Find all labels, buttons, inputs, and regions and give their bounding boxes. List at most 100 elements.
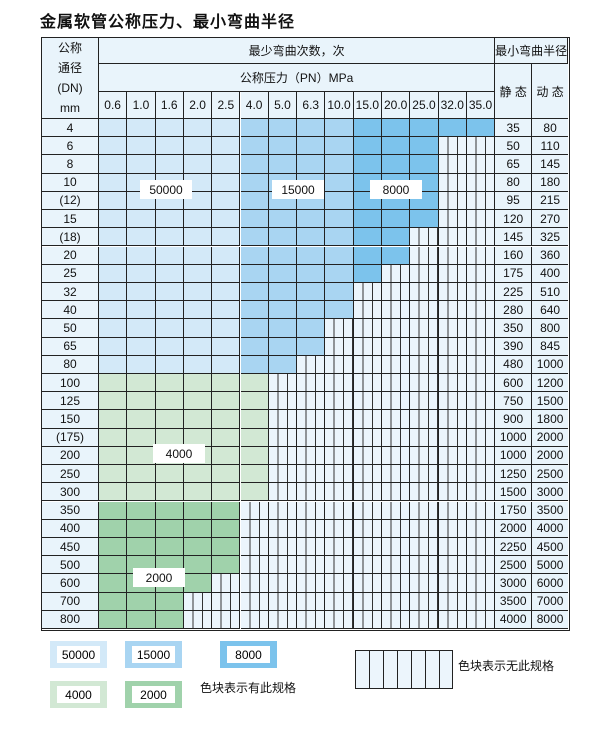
dn-cell: (18): [42, 228, 99, 247]
pressure-column-header: 20.0: [382, 92, 411, 119]
legend-no-spec-text: 色块表示无此规格: [458, 659, 555, 673]
no-spec-cell: [268, 592, 298, 611]
no-spec-cell: [438, 592, 467, 611]
no-spec-cell: [240, 556, 269, 575]
dn-cell: 400: [42, 519, 99, 538]
pressure-column-header: 25.0: [410, 92, 439, 119]
dynamic-radius-cell: 7000: [532, 592, 568, 611]
no-spec-cell: [382, 519, 411, 538]
spec-cell-2000: [155, 592, 184, 611]
spec-cell-4000: [212, 374, 241, 393]
no-spec-cell: [382, 556, 411, 575]
no-spec-cell: [325, 501, 354, 520]
no-spec-cell: [325, 337, 354, 356]
no-spec-cell: [466, 173, 496, 192]
spec-cell-8000: [410, 137, 439, 156]
dynamic-radius-cell: 2000: [532, 428, 568, 447]
static-radius-cell: 1000: [495, 428, 533, 447]
spec-cell-2000: [212, 519, 241, 538]
dynamic-radius-cell: 6000: [532, 574, 568, 593]
spec-cell-4000: [99, 374, 128, 393]
static-radius-cell: 50: [495, 137, 533, 156]
spec-cell-15000: [325, 119, 354, 138]
spec-cell-2000: [99, 592, 128, 611]
dn-cell: 65: [42, 337, 99, 356]
no-spec-cell: [410, 246, 439, 265]
no-spec-cell: [353, 428, 382, 447]
spec-cell-2000: [183, 537, 213, 557]
no-spec-cell: [466, 319, 496, 338]
spec-cell-50000: [212, 228, 241, 247]
no-spec-cell: [240, 501, 269, 520]
no-spec-cell: [410, 228, 439, 247]
spec-cell-8000: [382, 137, 411, 156]
no-spec-cell: [438, 519, 467, 538]
spec-cell-8000: [353, 264, 382, 283]
no-spec-cell: [325, 428, 354, 447]
no-spec-cell: [297, 501, 326, 520]
no-spec-cell: [438, 392, 467, 411]
no-spec-cell: [297, 574, 326, 593]
spec-cell-4000: [99, 392, 128, 411]
no-spec-cell: [268, 537, 298, 557]
no-spec-cell: [438, 228, 467, 247]
spec-cell-15000: [297, 264, 326, 283]
no-spec-cell: [410, 556, 439, 575]
spec-cell-8000: [410, 155, 439, 174]
no-spec-cell: [438, 556, 467, 575]
no-spec-cell: [438, 173, 467, 192]
static-radius-cell: 2500: [495, 556, 533, 575]
spec-cell-4000: [183, 374, 213, 393]
no-spec-cell: [297, 392, 326, 411]
no-spec-cell: [353, 301, 382, 320]
no-spec-cell: [325, 446, 354, 466]
spec-cell-15000: [297, 119, 326, 138]
no-spec-cell: [353, 410, 382, 429]
no-spec-cell: [438, 137, 467, 156]
no-spec-cell: [438, 264, 467, 283]
spec-cell-15000: [240, 301, 269, 320]
spec-cell-50000: [155, 246, 184, 265]
spec-cell-50000: [212, 155, 241, 174]
no-spec-cell: [268, 428, 298, 447]
no-spec-cell: [325, 465, 354, 484]
no-spec-cell: [382, 374, 411, 393]
spec-cell-15000: [268, 155, 298, 174]
no-spec-cell: [410, 574, 439, 593]
spec-cell-15000: [240, 191, 269, 211]
spec-cell-15000: [297, 301, 326, 320]
spec-cell-15000: [325, 191, 354, 211]
spec-cell-4000: [155, 374, 184, 393]
dynamic-radius-cell: 215: [532, 191, 568, 211]
no-spec-cell: [466, 574, 496, 593]
no-spec-cell: [382, 337, 411, 356]
spec-cell-15000: [268, 355, 298, 374]
spec-cell-2000: [155, 537, 184, 557]
spec-cell-50000: [212, 264, 241, 283]
spec-cell-4000: [212, 392, 241, 411]
no-spec-cell: [410, 392, 439, 411]
spec-cell-50000: [99, 173, 128, 192]
dn-cell: 20: [42, 246, 99, 265]
dn-header-line: mm: [60, 101, 80, 115]
spec-cell-2000: [212, 501, 241, 520]
no-spec-cell: [297, 410, 326, 429]
spec-cell-15000: [240, 246, 269, 265]
spec-cell-50000: [127, 137, 156, 156]
no-spec-cell: [466, 537, 496, 557]
dn-cell: 350: [42, 501, 99, 520]
dynamic-radius-cell: 110: [532, 137, 568, 156]
no-spec-cell: [353, 392, 382, 411]
spec-cell-8000: [382, 228, 411, 247]
spec-cell-15000: [297, 155, 326, 174]
spec-cell-15000: [240, 282, 269, 302]
no-spec-cell: [325, 319, 354, 338]
no-spec-cell: [297, 465, 326, 484]
spec-cell-50000: [127, 337, 156, 356]
static-radius-cell: 480: [495, 355, 533, 374]
no-spec-cell: [466, 228, 496, 247]
no-spec-cell: [410, 410, 439, 429]
no-spec-cell: [382, 537, 411, 557]
spec-cell-50000: [127, 355, 156, 374]
spec-cell-4000: [240, 392, 269, 411]
